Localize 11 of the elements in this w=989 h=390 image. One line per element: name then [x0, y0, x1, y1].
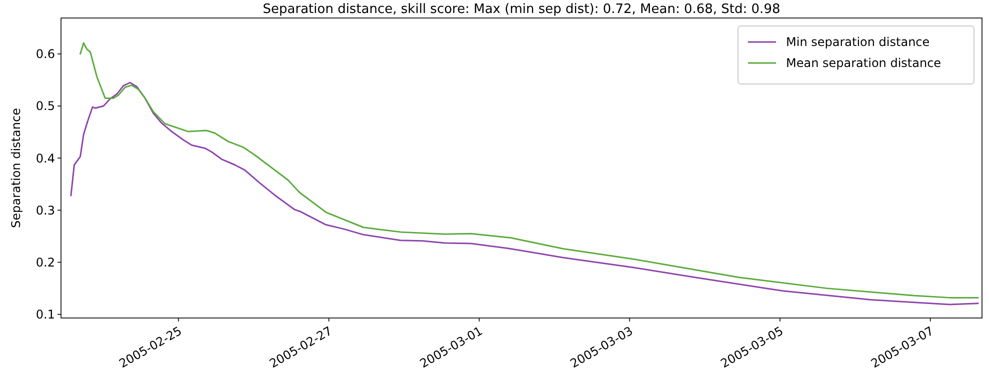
y-tick-label: 0.4: [36, 151, 55, 166]
y-tick-label: 0.1: [36, 308, 55, 322]
chart-title: Separation distance, skill score: Max (min sep dist): 0.72, Mean: 0.68, Std: 0.98: [262, 2, 780, 17]
line-series: [70, 82, 979, 306]
legend-label: Min separation distance: [786, 35, 930, 50]
y-tick-label: 0.2: [36, 255, 55, 270]
y-tick-label: 0.6: [36, 47, 55, 62]
y-tick-label: 0.5: [36, 99, 55, 114]
y-tick-label: 0.3: [36, 203, 55, 218]
legend-label: Mean separation distance: [786, 56, 942, 70]
y-axis-title: Separation distance: [9, 108, 23, 228]
